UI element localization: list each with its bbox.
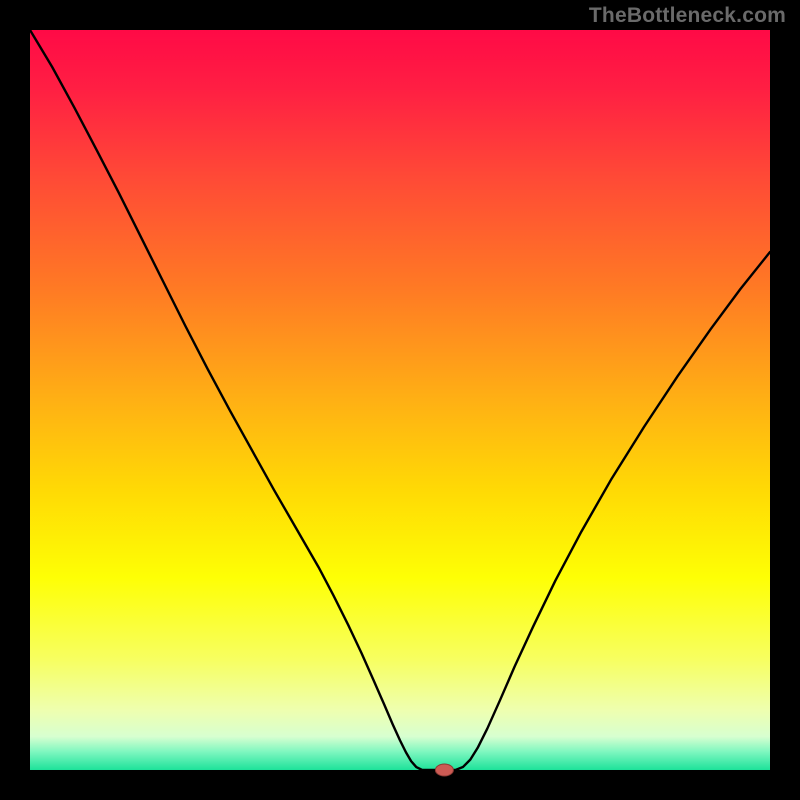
watermark-text: TheBottleneck.com xyxy=(589,4,786,28)
gradient-background xyxy=(30,30,770,770)
bottleneck-chart xyxy=(0,0,800,800)
minimum-marker xyxy=(435,764,453,776)
